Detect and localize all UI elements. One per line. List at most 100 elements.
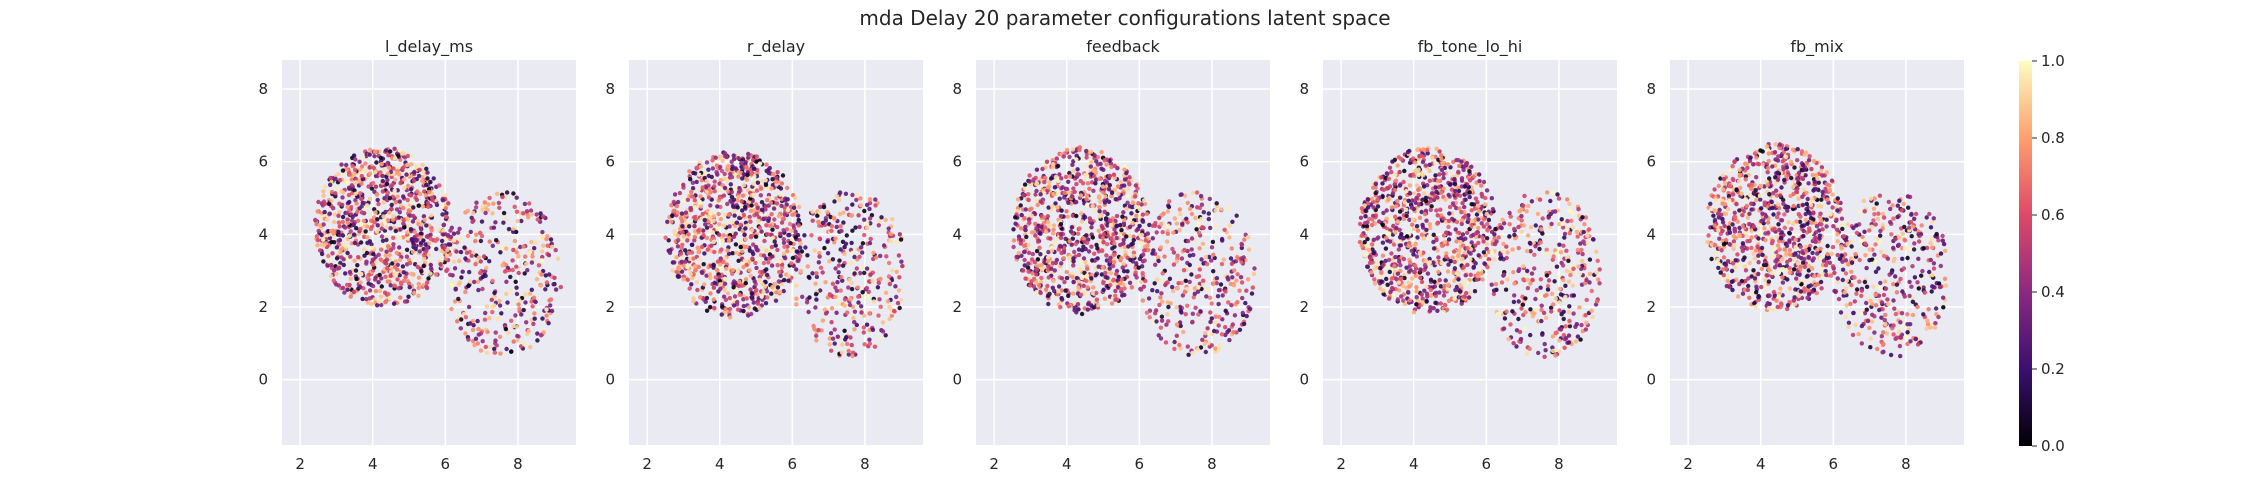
scatter-point [726, 251, 732, 256]
scatter-point [741, 213, 746, 218]
scatter-point [715, 204, 720, 209]
scatter-point [1093, 181, 1098, 186]
scatter-point [1462, 204, 1467, 210]
scatter-point [1427, 178, 1433, 183]
scatter-point [1140, 298, 1146, 303]
scatter-point [1034, 188, 1039, 194]
scatter-point [711, 297, 716, 302]
scatter-point [405, 216, 410, 222]
scatter-point [722, 185, 728, 191]
scatter-point [795, 213, 801, 218]
scatter-point [351, 232, 357, 237]
scatter-point [396, 153, 401, 158]
y-tick-label: 0 [258, 371, 268, 389]
scatter-point [858, 202, 864, 208]
scatter-point [1553, 353, 1558, 358]
scatter-point [487, 195, 492, 201]
scatter-point [425, 200, 431, 206]
scatter-point [1056, 289, 1061, 294]
scatter-point [1545, 190, 1550, 195]
scatter-point [794, 283, 799, 288]
scatter-point [1423, 195, 1429, 200]
scatter-point [351, 222, 356, 228]
scatter-point [1084, 278, 1089, 284]
y-tick-label: 8 [258, 80, 268, 98]
scatter-point [1386, 257, 1392, 263]
scatter-point [717, 195, 723, 200]
scatter-point [1249, 291, 1255, 296]
scatter-point [1109, 190, 1115, 195]
scatter-point [376, 280, 381, 285]
scatter-point [1458, 282, 1463, 288]
scatter-point [1533, 244, 1538, 249]
scatter-point [496, 316, 501, 322]
scatter-point [1439, 260, 1444, 266]
scatter-point [1100, 265, 1106, 270]
scatter-point [1519, 229, 1524, 235]
scatter-point [420, 204, 426, 209]
scatter-point [854, 266, 859, 271]
scatter-point [842, 303, 847, 308]
scatter-point [1205, 326, 1210, 331]
scatter-point [1177, 304, 1183, 310]
scatter-point [707, 272, 713, 277]
scatter-point [424, 166, 429, 171]
scatter-point [876, 313, 881, 318]
scatter-point [778, 231, 783, 237]
scatter-point [817, 254, 822, 259]
scatter-point [478, 348, 484, 353]
scatter-point [839, 228, 844, 234]
scatter-point [767, 165, 772, 171]
scatter-point [331, 228, 336, 233]
scatter-point [1154, 319, 1159, 324]
scatter-point [469, 215, 474, 220]
scatter-point [1080, 248, 1085, 253]
scatter-point [1070, 162, 1075, 167]
scatter-point [449, 306, 454, 312]
scatter-point [402, 155, 408, 160]
scatter-point [345, 217, 350, 222]
scatter-point [1489, 196, 1495, 201]
scatter-point [1467, 190, 1472, 195]
scatter-point [761, 253, 767, 258]
scatter-point [1081, 236, 1087, 241]
scatter-point [521, 244, 526, 249]
scatter-point [363, 161, 368, 166]
scatter-point [715, 227, 720, 232]
scatter-point [503, 326, 509, 332]
scatter-point [357, 206, 362, 211]
scatter-point [475, 341, 480, 346]
scatter-point [1512, 293, 1517, 298]
scatter-point [677, 190, 683, 196]
scatter-point [1407, 263, 1413, 269]
scatter-point [1084, 148, 1089, 154]
scatter-point [1094, 242, 1099, 248]
scatter-point [1421, 236, 1427, 241]
scatter-point [1377, 219, 1382, 224]
scatter-point [1100, 235, 1106, 240]
scatter-point [765, 232, 770, 237]
scatter-point [381, 214, 386, 219]
scatter-point [493, 220, 498, 225]
scatter-point [720, 266, 725, 272]
scatter-point [336, 213, 341, 218]
scatter-point [1578, 337, 1583, 342]
scatter-point [1539, 307, 1544, 313]
scatter-point [867, 197, 873, 202]
scatter-point [1128, 257, 1133, 262]
scatter-point [1545, 283, 1551, 289]
scatter-point [1431, 260, 1436, 265]
scatter-point [420, 162, 425, 167]
scatter-point [1112, 163, 1117, 168]
scatter-point [1085, 181, 1091, 186]
scatter-point [676, 274, 681, 279]
scatter-point [750, 256, 755, 261]
scatter-point [1182, 193, 1188, 198]
scatter-point [1094, 290, 1099, 296]
scatter-point [369, 301, 374, 307]
scatter-point [1495, 311, 1501, 317]
scatter-point [1053, 201, 1058, 206]
x-tick-label: 4 [368, 455, 378, 473]
scatter-point [871, 250, 876, 255]
scatter-point [518, 244, 523, 250]
